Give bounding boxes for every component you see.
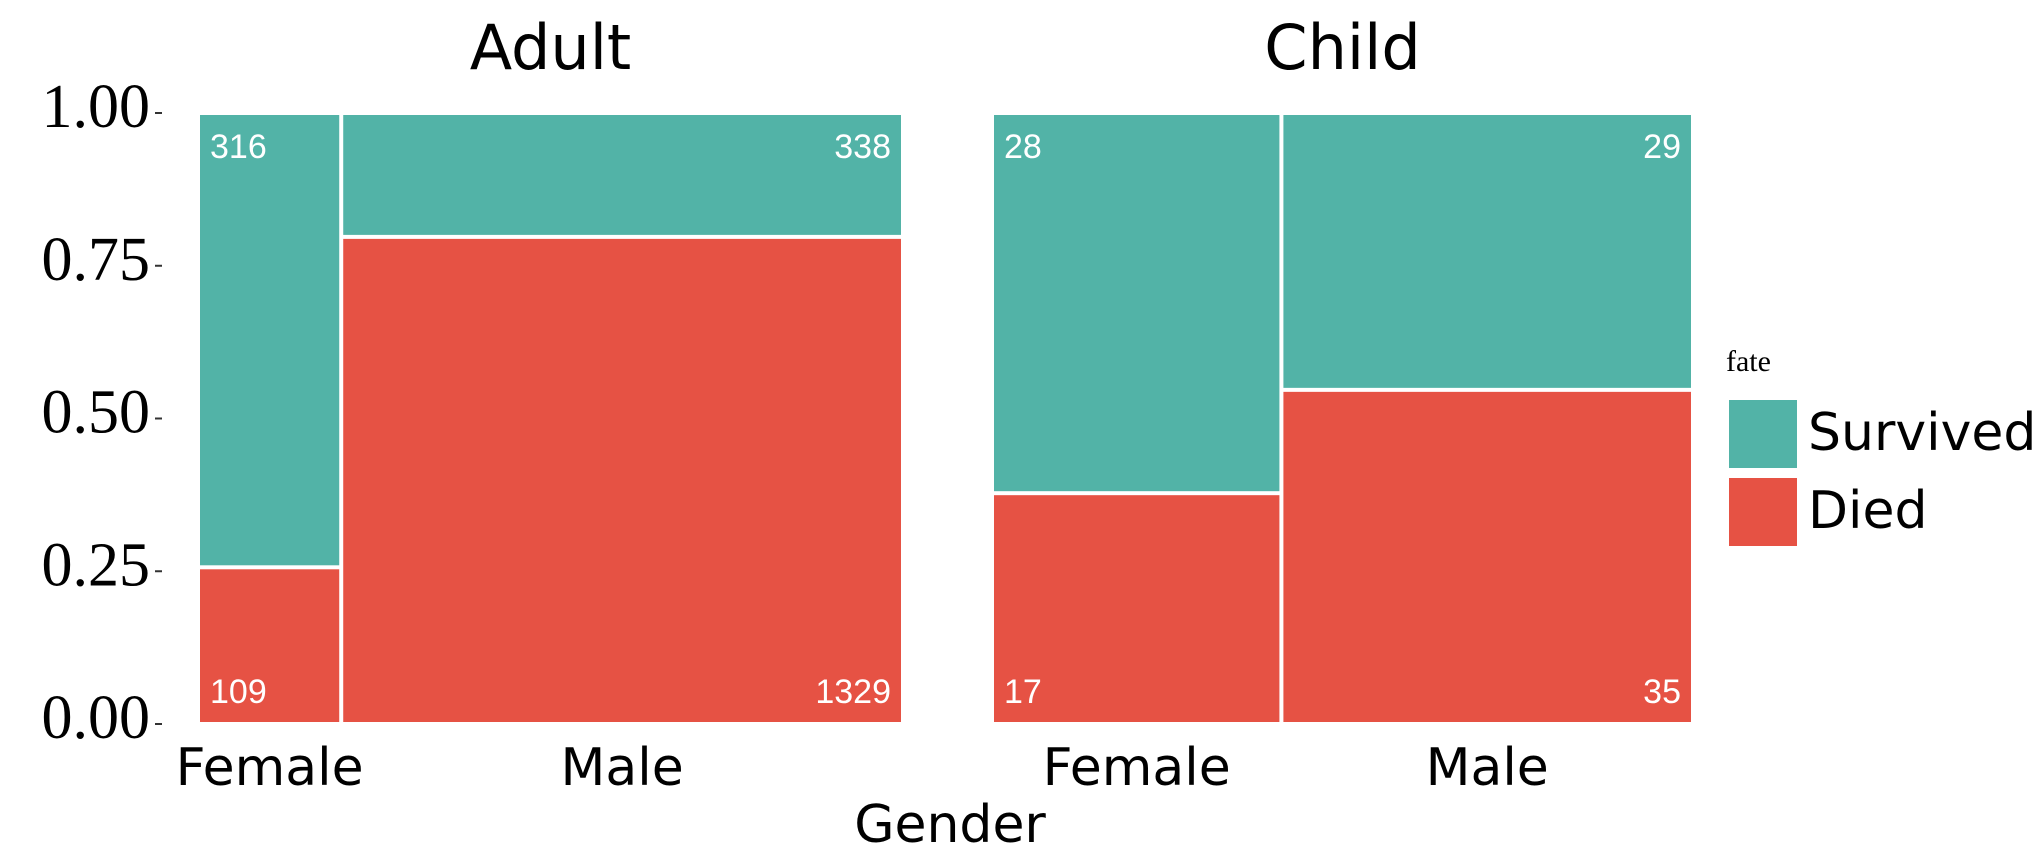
- legend-title: fate: [1726, 345, 1771, 378]
- mosaic-tile: [343, 238, 901, 722]
- legend-label: Died: [1808, 481, 1928, 541]
- x-tick-label: Male: [1426, 738, 1549, 798]
- mosaic-tile: [343, 115, 901, 235]
- mosaic-tile: [1283, 115, 1691, 388]
- panel-title: Adult: [470, 11, 632, 84]
- y-tick-label: 0.50: [42, 379, 151, 447]
- y-tick-label: 0.25: [42, 531, 151, 599]
- mosaic-tile: [200, 115, 340, 566]
- y-tick-label: 0.00: [42, 684, 151, 752]
- y-tick-label: 0.75: [42, 226, 151, 294]
- count-label: 17: [1004, 673, 1042, 711]
- mosaic-tile: [994, 115, 1280, 492]
- x-axis-label: Gender: [854, 795, 1046, 855]
- mosaic-tile: [1283, 391, 1691, 722]
- mosaic-tile: [200, 569, 340, 722]
- legend-label: Survived: [1808, 403, 2036, 463]
- x-tick-label: Female: [176, 738, 364, 798]
- count-label: 316: [210, 128, 267, 166]
- mosaic-tile: [994, 495, 1280, 722]
- x-tick-label: Male: [561, 738, 684, 798]
- count-label: 109: [210, 673, 267, 711]
- count-label: 338: [834, 128, 891, 166]
- count-label: 28: [1004, 128, 1042, 166]
- legend-key: [1729, 400, 1797, 468]
- legend-key: [1729, 478, 1797, 546]
- count-label: 29: [1643, 128, 1681, 166]
- y-tick-label: 1.00: [42, 73, 151, 141]
- x-tick-label: Female: [1043, 738, 1231, 798]
- count-label: 35: [1643, 673, 1681, 711]
- panel-title: Child: [1264, 11, 1420, 84]
- count-label: 1329: [815, 673, 891, 711]
